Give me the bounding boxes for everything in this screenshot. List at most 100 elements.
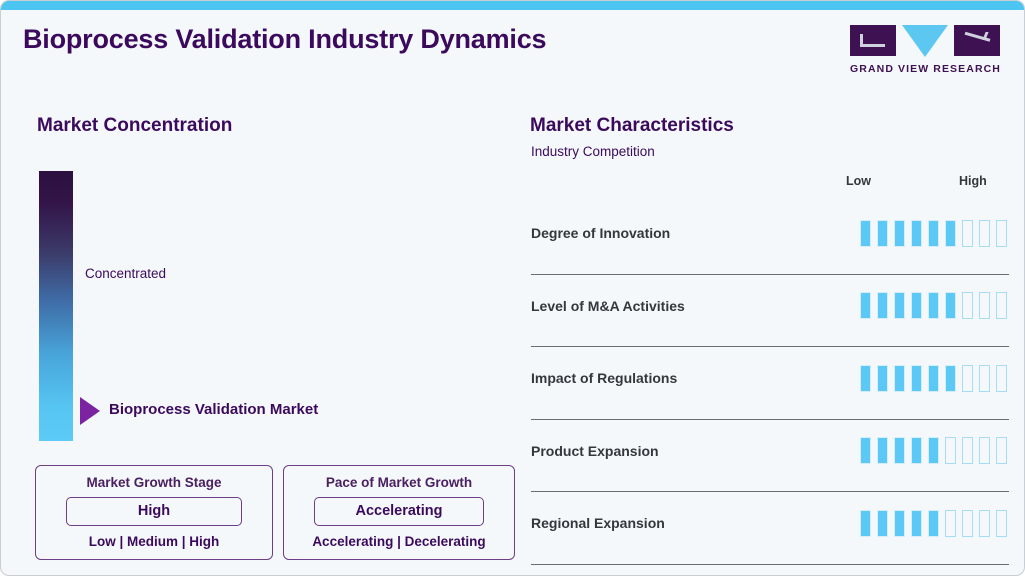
meter-scale-low-label: Low bbox=[846, 174, 871, 188]
meter-segment-empty bbox=[996, 292, 1007, 319]
characteristic-row-inner: Regional Expansion bbox=[531, 506, 1009, 540]
meter-scale-header: Low High bbox=[513, 174, 1024, 192]
characteristic-row-inner: Degree of Innovation bbox=[531, 216, 1009, 250]
meter-segment-empty bbox=[979, 292, 990, 319]
meter-segment-filled bbox=[911, 364, 922, 392]
meter-segment-filled bbox=[911, 437, 922, 464]
logo-r-block-icon bbox=[954, 25, 1000, 56]
characteristic-row: Impact of Regulations bbox=[531, 347, 1009, 420]
meter-segment-filled bbox=[945, 219, 956, 247]
characteristic-divider bbox=[531, 563, 1009, 565]
characteristic-divider bbox=[531, 491, 1009, 492]
meter-segment-empty bbox=[996, 509, 1007, 537]
meter-segment-filled bbox=[860, 219, 871, 247]
meter-segment-filled bbox=[911, 292, 922, 319]
meter-segment-filled bbox=[928, 437, 939, 464]
meter-segment-filled bbox=[894, 437, 905, 464]
characteristic-label: Level of M&A Activities bbox=[531, 297, 685, 314]
meter-segment-empty bbox=[962, 509, 973, 537]
meter-segment-filled bbox=[911, 219, 922, 247]
characteristic-divider bbox=[531, 346, 1009, 347]
market-growth-stage-card[interactable]: Market Growth Stage High Low | Medium | … bbox=[35, 465, 273, 560]
characteristics-rows: Degree of Innovation Level of M&A Activit… bbox=[531, 202, 1009, 565]
characteristic-meter bbox=[860, 364, 1007, 392]
characteristic-label: Degree of Innovation bbox=[531, 225, 671, 241]
logo-g-block-icon bbox=[850, 25, 896, 56]
meter-segment-empty bbox=[996, 364, 1007, 392]
r-letterform-stroke-icon bbox=[964, 32, 989, 40]
meter-segment-filled bbox=[860, 364, 871, 392]
characteristic-meter bbox=[860, 292, 1007, 319]
logo-marks bbox=[850, 25, 1000, 59]
market-characteristics-subtitle: Industry Competition bbox=[531, 144, 655, 159]
meter-segment-filled bbox=[945, 364, 956, 392]
top-accent-bar bbox=[1, 1, 1024, 10]
market-position-marker-icon bbox=[80, 397, 100, 425]
meter-segment-empty bbox=[962, 292, 973, 319]
meter-scale-high-label: High bbox=[959, 174, 987, 188]
characteristic-divider bbox=[531, 418, 1009, 420]
characteristic-row: Regional Expansion bbox=[531, 492, 1009, 565]
characteristic-row: Level of M&A Activities bbox=[531, 275, 1009, 347]
characteristic-meter bbox=[860, 437, 1007, 464]
characteristic-row: Degree of Innovation bbox=[531, 202, 1009, 275]
market-characteristics-title: Market Characteristics bbox=[530, 115, 734, 136]
meter-segment-empty bbox=[979, 219, 990, 247]
meter-segment-filled bbox=[928, 292, 939, 319]
market-concentration-title: Market Concentration bbox=[37, 115, 233, 136]
meter-segment-filled bbox=[877, 509, 888, 537]
concentration-gradient-bar bbox=[39, 171, 73, 441]
market-growth-stage-options: Low | Medium | High bbox=[88, 534, 220, 549]
g-letterform-icon bbox=[860, 34, 885, 47]
meter-segment-empty bbox=[962, 219, 973, 247]
meter-segment-empty bbox=[979, 509, 990, 537]
characteristic-row-inner: Impact of Regulations bbox=[531, 361, 1009, 395]
pace-of-market-growth-card[interactable]: Pace of Market Growth Accelerating Accel… bbox=[283, 465, 515, 560]
header: Bioprocess Validation Industry Dynamics … bbox=[1, 10, 1024, 92]
meter-segment-empty bbox=[945, 509, 956, 537]
meter-segment-filled bbox=[894, 219, 905, 247]
characteristic-meter bbox=[860, 219, 1007, 247]
page-title: Bioprocess Validation Industry Dynamics bbox=[23, 24, 547, 54]
meter-segment-filled bbox=[877, 437, 888, 464]
meter-segment-empty bbox=[945, 437, 956, 464]
meter-segment-filled bbox=[877, 219, 888, 247]
market-characteristics-panel: Market Characteristics Industry Competit… bbox=[513, 92, 1024, 575]
meter-segment-filled bbox=[860, 437, 871, 464]
meter-segment-filled bbox=[945, 292, 956, 319]
meter-segment-filled bbox=[860, 292, 871, 319]
meter-segment-empty bbox=[962, 437, 973, 464]
meter-segment-empty bbox=[996, 219, 1007, 247]
characteristic-row: Product Expansion bbox=[531, 420, 1009, 492]
market-concentration-panel: Market Concentration Concentrated Fragme… bbox=[1, 92, 515, 575]
characteristic-meter bbox=[860, 509, 1007, 537]
market-position-label: Bioprocess Validation Market bbox=[109, 401, 319, 418]
meter-segment-filled bbox=[877, 364, 888, 392]
meter-segment-filled bbox=[928, 219, 939, 247]
meter-segment-filled bbox=[928, 364, 939, 392]
meter-segment-filled bbox=[877, 292, 888, 319]
characteristic-row-inner: Level of M&A Activities bbox=[531, 289, 1009, 323]
logo-wordmark: GRAND VIEW RESEARCH bbox=[850, 63, 1001, 75]
meter-segment-filled bbox=[911, 509, 922, 537]
characteristic-label: Product Expansion bbox=[531, 442, 659, 459]
grand-view-research-logo: GRAND VIEW RESEARCH bbox=[850, 25, 1000, 75]
meter-segment-filled bbox=[894, 509, 905, 537]
characteristic-label: Regional Expansion bbox=[531, 515, 665, 531]
triangle-down-icon bbox=[902, 25, 948, 57]
pace-of-market-growth-value: Accelerating bbox=[314, 497, 484, 526]
meter-segment-empty bbox=[962, 364, 973, 392]
pace-of-market-growth-title: Pace of Market Growth bbox=[325, 475, 473, 490]
stat-cards: Market Growth Stage High Low | Medium | … bbox=[35, 465, 515, 560]
meter-segment-empty bbox=[979, 364, 990, 392]
meter-segment-filled bbox=[894, 292, 905, 319]
meter-segment-filled bbox=[928, 509, 939, 537]
characteristic-label: Impact of Regulations bbox=[531, 370, 678, 386]
meter-segment-empty bbox=[996, 437, 1007, 464]
meter-segment-empty bbox=[979, 437, 990, 464]
characteristic-divider bbox=[531, 273, 1009, 275]
market-growth-stage-title: Market Growth Stage bbox=[86, 475, 222, 490]
scale-label-concentrated: Concentrated bbox=[85, 266, 167, 281]
characteristic-row-inner: Product Expansion bbox=[531, 434, 1009, 468]
